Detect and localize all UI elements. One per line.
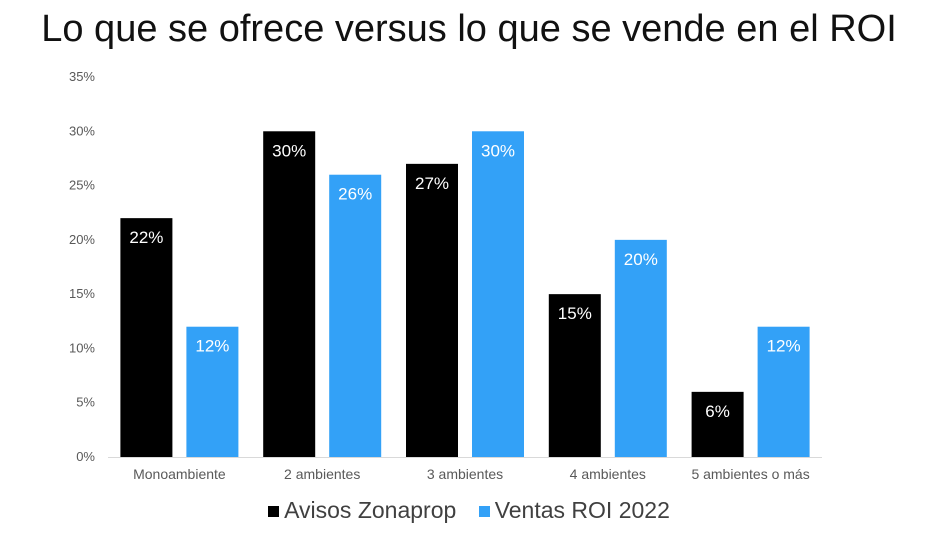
x-tick-label: 5 ambientes o más — [691, 466, 809, 482]
bar — [329, 174, 382, 457]
data-label: 27% — [415, 174, 449, 193]
x-tick-label: 3 ambientes — [427, 466, 503, 482]
legend-item-avisos: Avisos Zonaprop — [268, 497, 456, 524]
data-label: 12% — [195, 337, 229, 356]
data-label: 15% — [558, 304, 592, 323]
x-tick-label: Monoambiente — [133, 466, 226, 482]
data-label: 30% — [481, 141, 515, 160]
bar — [691, 391, 744, 457]
legend-swatch-ventas — [478, 506, 490, 517]
y-tick-label: 25% — [69, 178, 95, 193]
bar — [548, 294, 601, 457]
y-tick-label: 10% — [69, 340, 95, 355]
bar — [472, 131, 524, 458]
y-tick-label: 20% — [69, 232, 95, 247]
bar — [186, 326, 239, 457]
legend-swatch-avisos — [268, 506, 280, 517]
data-label: 12% — [767, 337, 801, 356]
y-tick-label: 30% — [69, 123, 95, 138]
data-label: 30% — [272, 141, 306, 160]
y-tick-label: 0% — [76, 449, 95, 464]
data-label: 6% — [705, 402, 730, 421]
bar — [263, 131, 316, 458]
bar — [614, 239, 667, 457]
y-tick-label: 15% — [69, 286, 95, 301]
legend: Avisos Zonaprop Ventas ROI 2022 — [0, 497, 938, 524]
bar — [406, 163, 458, 457]
y-tick-label: 35% — [69, 69, 95, 84]
legend-label-avisos: Avisos Zonaprop — [284, 497, 457, 523]
legend-item-ventas: Ventas ROI 2022 — [478, 497, 670, 524]
x-tick-label: 4 ambientes — [570, 466, 646, 482]
chart-title: Lo que se ofrece versus lo que se vende … — [41, 8, 897, 50]
bar — [120, 218, 173, 457]
legend-label-ventas: Ventas ROI 2022 — [494, 497, 670, 523]
x-tick-label: 2 ambientes — [284, 466, 360, 482]
bar — [757, 326, 810, 457]
y-tick-label: 5% — [76, 395, 95, 410]
data-label: 22% — [129, 228, 163, 247]
data-label: 26% — [338, 185, 372, 204]
data-label: 20% — [624, 250, 658, 269]
